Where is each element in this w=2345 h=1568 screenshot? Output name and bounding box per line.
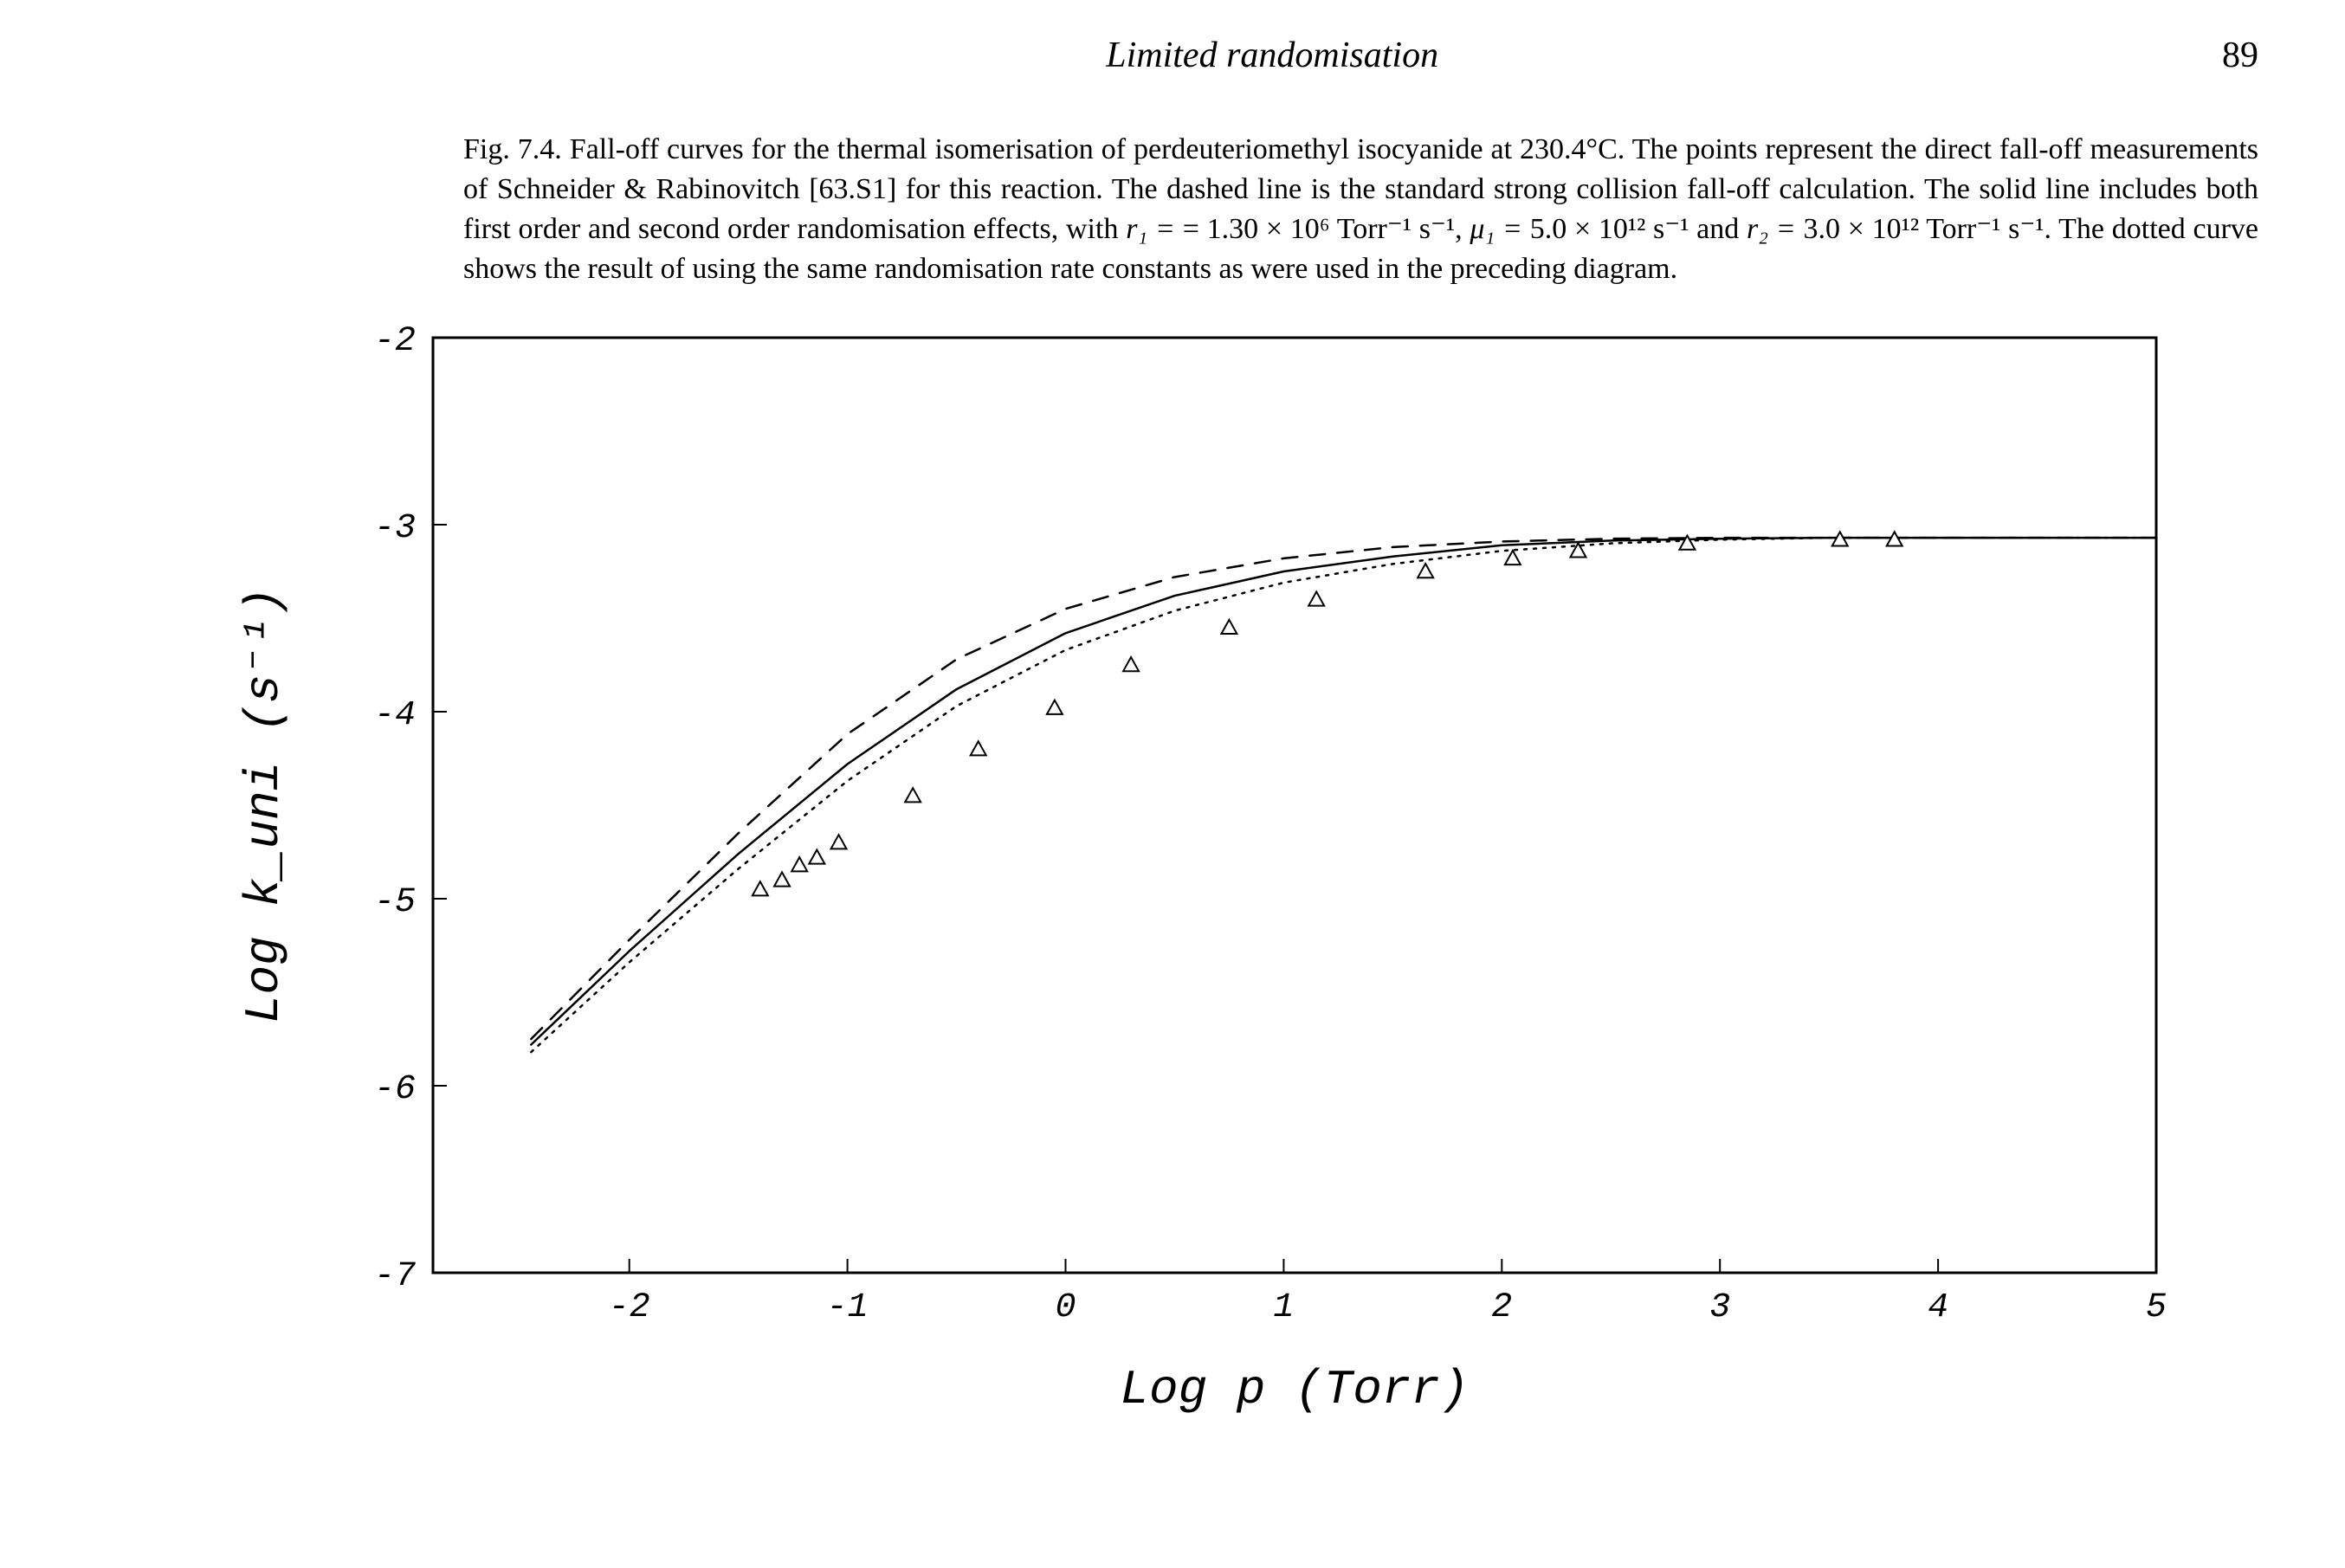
y-tick-label: -6 xyxy=(374,1070,416,1109)
dotted-curve xyxy=(531,538,2156,1052)
figure-caption: Fig. 7.4. Fall-off curves for the therma… xyxy=(463,130,2258,289)
caption-and: and xyxy=(1696,213,1747,245)
data-marker xyxy=(971,741,986,755)
x-axis-label: Log p (Torr) xyxy=(1120,1362,1469,1417)
x-tick-label: 2 xyxy=(1491,1288,1512,1327)
caption-r2-val: 3.0 × 10¹² Torr⁻¹ s⁻¹. xyxy=(1804,213,2059,245)
x-tick-label: -1 xyxy=(827,1288,869,1327)
falloff-chart: -2 -1 0 1 2 3 4 5 -7 -6 -5 -4 -3 -2 Log p (Torr) Log k_… xyxy=(173,320,2251,1533)
data-marker xyxy=(1221,620,1237,634)
data-marker xyxy=(905,788,921,802)
y-tick-label: -4 xyxy=(374,696,416,735)
caption-mu1-lhs: μ₁ = xyxy=(1470,213,1529,245)
caption-r1-val: = 1.30 × 10⁶ Torr⁻¹ s⁻¹, xyxy=(1175,213,1470,245)
data-marker xyxy=(1308,591,1324,605)
data-marker xyxy=(831,835,847,849)
x-tick-label: 0 xyxy=(1055,1288,1076,1327)
dashed-curve xyxy=(531,538,2156,1039)
running-title: Limited randomisation xyxy=(1106,35,1438,76)
data-marker xyxy=(1418,564,1433,578)
caption-r2-lhs: r₂ = xyxy=(1747,213,1804,245)
x-tick-label: 1 xyxy=(1273,1288,1294,1327)
y-tick-label: -7 xyxy=(374,1257,416,1296)
data-marker xyxy=(774,872,790,886)
plot-frame xyxy=(433,338,2156,1273)
y-tick-label: -2 xyxy=(374,322,416,361)
y-axis-label: Log k_uni (s⁻¹) xyxy=(236,587,292,1023)
data-marker xyxy=(1123,657,1139,671)
page-root: Limited randomisation 89 Fig. 7.4. Fall-… xyxy=(0,0,2345,1568)
data-marker xyxy=(1047,700,1063,714)
page-number: 89 xyxy=(2222,35,2258,76)
data-marker xyxy=(791,857,807,871)
x-tick-label: 3 xyxy=(1709,1288,1730,1327)
chart-container: -2 -1 0 1 2 3 4 5 -7 -6 -5 -4 -3 -2 Log p (Torr) Log k_… xyxy=(173,320,2258,1533)
data-marker xyxy=(1505,551,1521,565)
x-tick-label: 4 xyxy=(1928,1288,1948,1327)
caption-r1-lhs: r₁ = xyxy=(1126,213,1175,245)
y-tick-label: -5 xyxy=(374,883,416,922)
solid-curve xyxy=(531,538,2156,1044)
x-tick-label: 5 xyxy=(2146,1288,2167,1327)
data-marker xyxy=(1832,532,1848,545)
data-marker xyxy=(753,881,768,895)
caption-mu1-val: 5.0 × 10¹² s⁻¹ xyxy=(1530,213,1689,245)
data-marker xyxy=(809,849,824,863)
data-marker xyxy=(1887,532,1902,545)
fig-label: Fig. 7.4. xyxy=(463,133,562,165)
x-tick-label: -2 xyxy=(609,1288,650,1327)
y-tick-label: -3 xyxy=(374,509,416,548)
